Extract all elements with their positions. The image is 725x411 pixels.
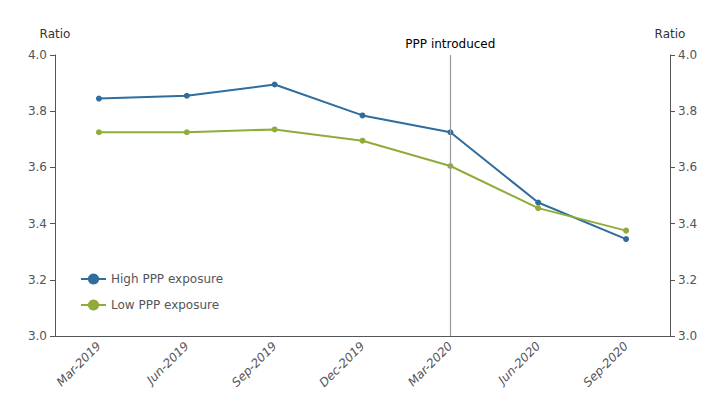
svg-text:Mar-2020: Mar-2020 (405, 339, 455, 389)
svg-text:4.0: 4.0 (28, 48, 47, 62)
svg-text:3.6: 3.6 (678, 160, 697, 174)
svg-text:3.8: 3.8 (678, 104, 697, 118)
svg-text:4.0: 4.0 (678, 48, 697, 62)
svg-text:3.8: 3.8 (28, 104, 47, 118)
svg-text:3.2: 3.2 (678, 273, 697, 287)
svg-text:Mar-2019: Mar-2019 (54, 339, 104, 389)
svg-text:Dec-2019: Dec-2019 (317, 339, 368, 390)
svg-text:Ratio: Ratio (655, 27, 686, 41)
svg-text:3.0: 3.0 (678, 329, 697, 343)
svg-text:High PPP exposure: High PPP exposure (111, 272, 223, 286)
svg-text:3.4: 3.4 (28, 217, 47, 231)
svg-text:PPP introduced: PPP introduced (405, 37, 495, 51)
svg-text:3.4: 3.4 (678, 217, 697, 231)
svg-text:Ratio: Ratio (40, 27, 71, 41)
svg-text:Jun-2019: Jun-2019 (143, 339, 192, 388)
svg-text:3.6: 3.6 (28, 160, 47, 174)
svg-text:Sep-2020: Sep-2020 (581, 339, 632, 390)
svg-text:Jun-2020: Jun-2020 (494, 339, 543, 388)
svg-text:Low PPP exposure: Low PPP exposure (111, 298, 219, 312)
svg-text:3.0: 3.0 (28, 329, 47, 343)
svg-text:3.2: 3.2 (28, 273, 47, 287)
svg-text:Sep-2019: Sep-2019 (229, 339, 280, 390)
